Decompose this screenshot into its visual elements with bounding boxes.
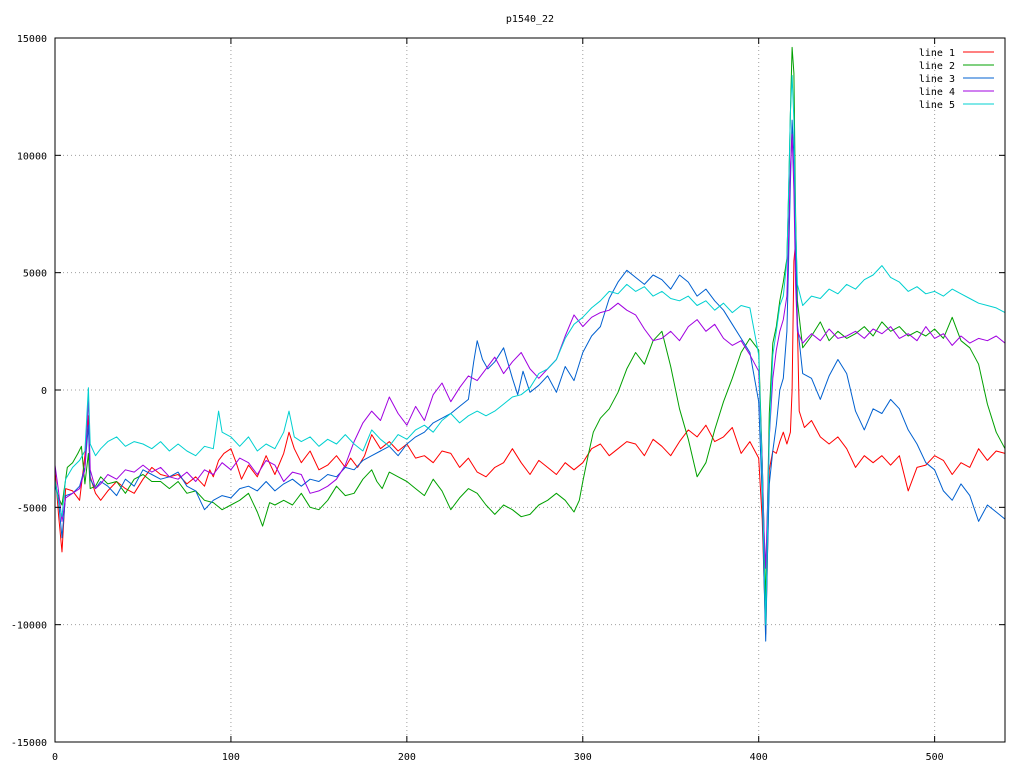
legend-label: line 5 <box>919 100 955 111</box>
series-line-4 <box>54 133 1006 569</box>
y-tick-label: -10000 <box>11 621 47 632</box>
legend-label: line 3 <box>919 74 955 85</box>
x-tick-label: 0 <box>52 752 58 763</box>
legend: line 1 line 2 line 3 line 4 line 5 <box>919 48 994 111</box>
series-group <box>54 46 1006 642</box>
legend-label: line 2 <box>919 61 955 72</box>
y-tick-label: 15000 <box>17 34 47 45</box>
x-tick-label: 200 <box>398 752 416 763</box>
series-line-5 <box>54 75 1006 626</box>
series-line-1 <box>54 241 1006 635</box>
legend-label: line 1 <box>919 48 955 59</box>
chart-title: p1540_22 <box>506 14 554 25</box>
y-tick-label: -15000 <box>11 738 47 749</box>
x-tick-label: 300 <box>574 752 592 763</box>
series-line-3 <box>54 119 1006 642</box>
y-tick-label: -5000 <box>17 503 47 514</box>
x-tick-label: 100 <box>222 752 240 763</box>
x-tick-label: 400 <box>750 752 768 763</box>
grid-lines <box>55 38 1005 742</box>
axis-ticks: 0 100 200 300 400 500 -15000 -10000 -5000 0 5000 10… <box>11 34 1005 763</box>
plot-frame <box>54 37 1006 743</box>
series-line-2 <box>54 46 1006 607</box>
x-tick-label: 500 <box>926 752 944 763</box>
y-tick-label: 0 <box>41 386 47 397</box>
y-tick-label: 10000 <box>17 151 47 162</box>
y-tick-label: 5000 <box>23 269 47 280</box>
legend-label: line 4 <box>919 87 955 98</box>
